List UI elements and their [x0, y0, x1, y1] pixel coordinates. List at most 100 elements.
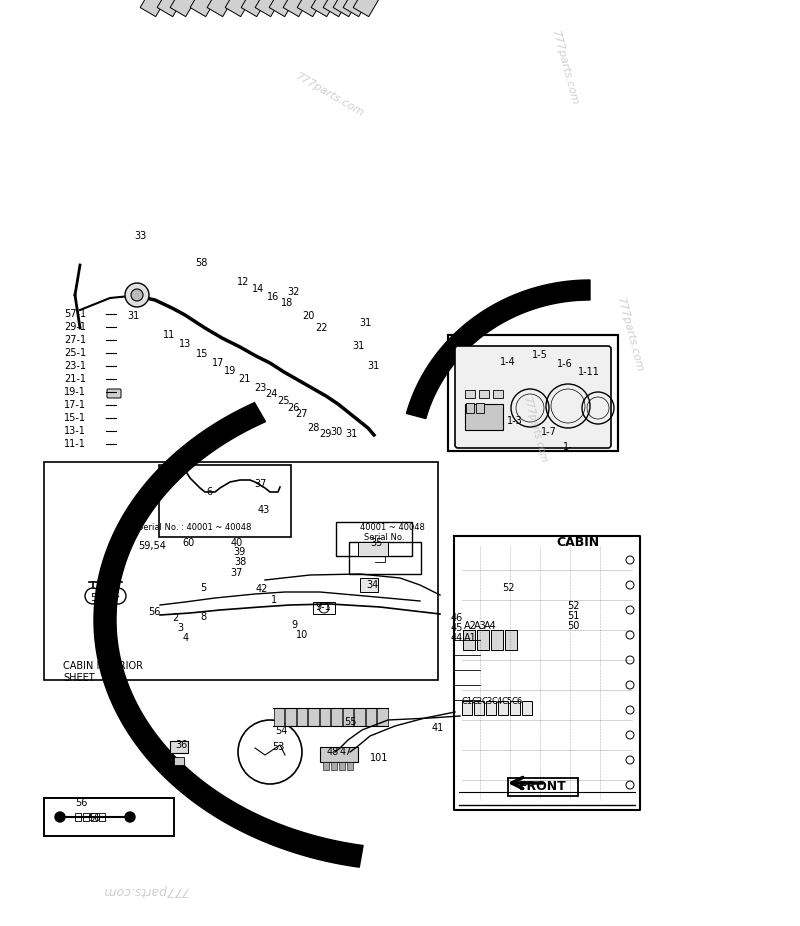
Bar — [466, 403, 474, 413]
Bar — [159, 465, 291, 537]
Text: 57: 57 — [125, 287, 138, 297]
Text: 777parts.com: 777parts.com — [522, 395, 549, 464]
Text: 777parts.com: 777parts.com — [550, 30, 580, 106]
Polygon shape — [241, 0, 271, 17]
Bar — [477, 630, 489, 650]
Polygon shape — [207, 0, 237, 17]
Bar — [479, 390, 489, 398]
Bar — [174, 757, 184, 765]
Text: 9-1: 9-1 — [315, 602, 330, 612]
Circle shape — [125, 812, 135, 822]
Bar — [448, 335, 618, 451]
Text: 43: 43 — [258, 505, 270, 515]
Text: 11: 11 — [163, 330, 175, 340]
Text: 20: 20 — [302, 311, 314, 321]
Bar — [354, 708, 365, 726]
Bar — [366, 708, 376, 726]
Text: 45: 45 — [451, 623, 463, 633]
Bar — [377, 708, 387, 726]
Text: 11-1: 11-1 — [64, 439, 86, 449]
FancyBboxPatch shape — [107, 389, 121, 398]
Bar — [285, 708, 295, 726]
Text: C2: C2 — [471, 697, 482, 707]
Bar — [320, 747, 358, 762]
Text: 17-1: 17-1 — [64, 400, 86, 410]
Circle shape — [55, 812, 65, 822]
Text: 39: 39 — [233, 547, 246, 557]
Bar — [313, 602, 335, 614]
Bar — [465, 404, 503, 430]
Bar — [498, 701, 508, 715]
Text: 1: 1 — [271, 595, 277, 605]
Bar — [99, 813, 105, 821]
Text: 33: 33 — [134, 231, 146, 241]
Polygon shape — [170, 0, 200, 17]
Bar — [448, 335, 618, 451]
Text: 1-11: 1-11 — [578, 367, 600, 377]
Polygon shape — [157, 0, 187, 17]
Text: 777parts.com: 777parts.com — [294, 71, 366, 119]
Text: 56: 56 — [75, 798, 87, 808]
Text: 29: 29 — [319, 429, 331, 439]
Text: 13: 13 — [179, 339, 191, 349]
Text: 10: 10 — [296, 630, 308, 640]
Text: 35: 35 — [370, 538, 382, 548]
Text: C1: C1 — [461, 697, 472, 707]
FancyBboxPatch shape — [455, 346, 611, 448]
Text: 1-5: 1-5 — [532, 350, 548, 360]
Text: 36: 36 — [175, 740, 187, 750]
Text: 4: 4 — [183, 633, 189, 643]
Bar — [339, 762, 345, 770]
Text: 28: 28 — [307, 423, 319, 433]
Bar — [170, 741, 188, 753]
Text: 17: 17 — [212, 358, 224, 368]
Text: 1-7: 1-7 — [541, 427, 557, 437]
Polygon shape — [311, 0, 341, 17]
Text: 54: 54 — [275, 726, 287, 736]
Text: 41: 41 — [432, 723, 444, 733]
Bar — [44, 798, 174, 836]
Text: 13-1: 13-1 — [64, 426, 86, 436]
Text: 19: 19 — [224, 366, 236, 376]
Text: 12: 12 — [237, 277, 250, 287]
Text: A2: A2 — [464, 621, 477, 631]
Text: C4: C4 — [491, 697, 502, 707]
Text: FRONT: FRONT — [519, 781, 567, 794]
Text: 2: 2 — [172, 613, 178, 623]
Bar — [510, 701, 520, 715]
Bar — [463, 630, 475, 650]
Polygon shape — [323, 0, 353, 17]
Text: 34: 34 — [366, 580, 378, 590]
Text: 25: 25 — [277, 396, 290, 406]
Text: 22: 22 — [315, 323, 327, 333]
Text: 101: 101 — [370, 753, 388, 763]
Text: 48: 48 — [327, 747, 339, 757]
Text: 44: 44 — [451, 633, 463, 643]
Text: 25-1: 25-1 — [64, 348, 86, 358]
Text: C3: C3 — [481, 697, 492, 707]
Bar — [331, 762, 337, 770]
Bar — [360, 578, 378, 592]
Text: 1-3: 1-3 — [507, 416, 522, 426]
Polygon shape — [297, 0, 327, 17]
Bar — [486, 701, 496, 715]
Polygon shape — [255, 0, 285, 17]
Text: 42: 42 — [256, 584, 268, 594]
Text: 31: 31 — [127, 311, 139, 321]
Polygon shape — [353, 0, 383, 17]
Text: 32: 32 — [287, 287, 299, 297]
Text: C5: C5 — [501, 697, 512, 707]
Text: 3: 3 — [177, 623, 183, 633]
Bar — [522, 701, 532, 715]
Text: CABIN: CABIN — [556, 536, 599, 549]
Text: 31: 31 — [352, 341, 364, 351]
Text: A1: A1 — [464, 633, 477, 643]
Polygon shape — [94, 403, 363, 867]
Bar — [91, 813, 97, 821]
Bar — [297, 708, 307, 726]
Text: 27-1: 27-1 — [64, 335, 86, 345]
Text: 57-1: 57-1 — [64, 309, 86, 319]
Text: 31: 31 — [359, 318, 371, 328]
Polygon shape — [140, 0, 170, 17]
Text: 26: 26 — [287, 403, 299, 413]
